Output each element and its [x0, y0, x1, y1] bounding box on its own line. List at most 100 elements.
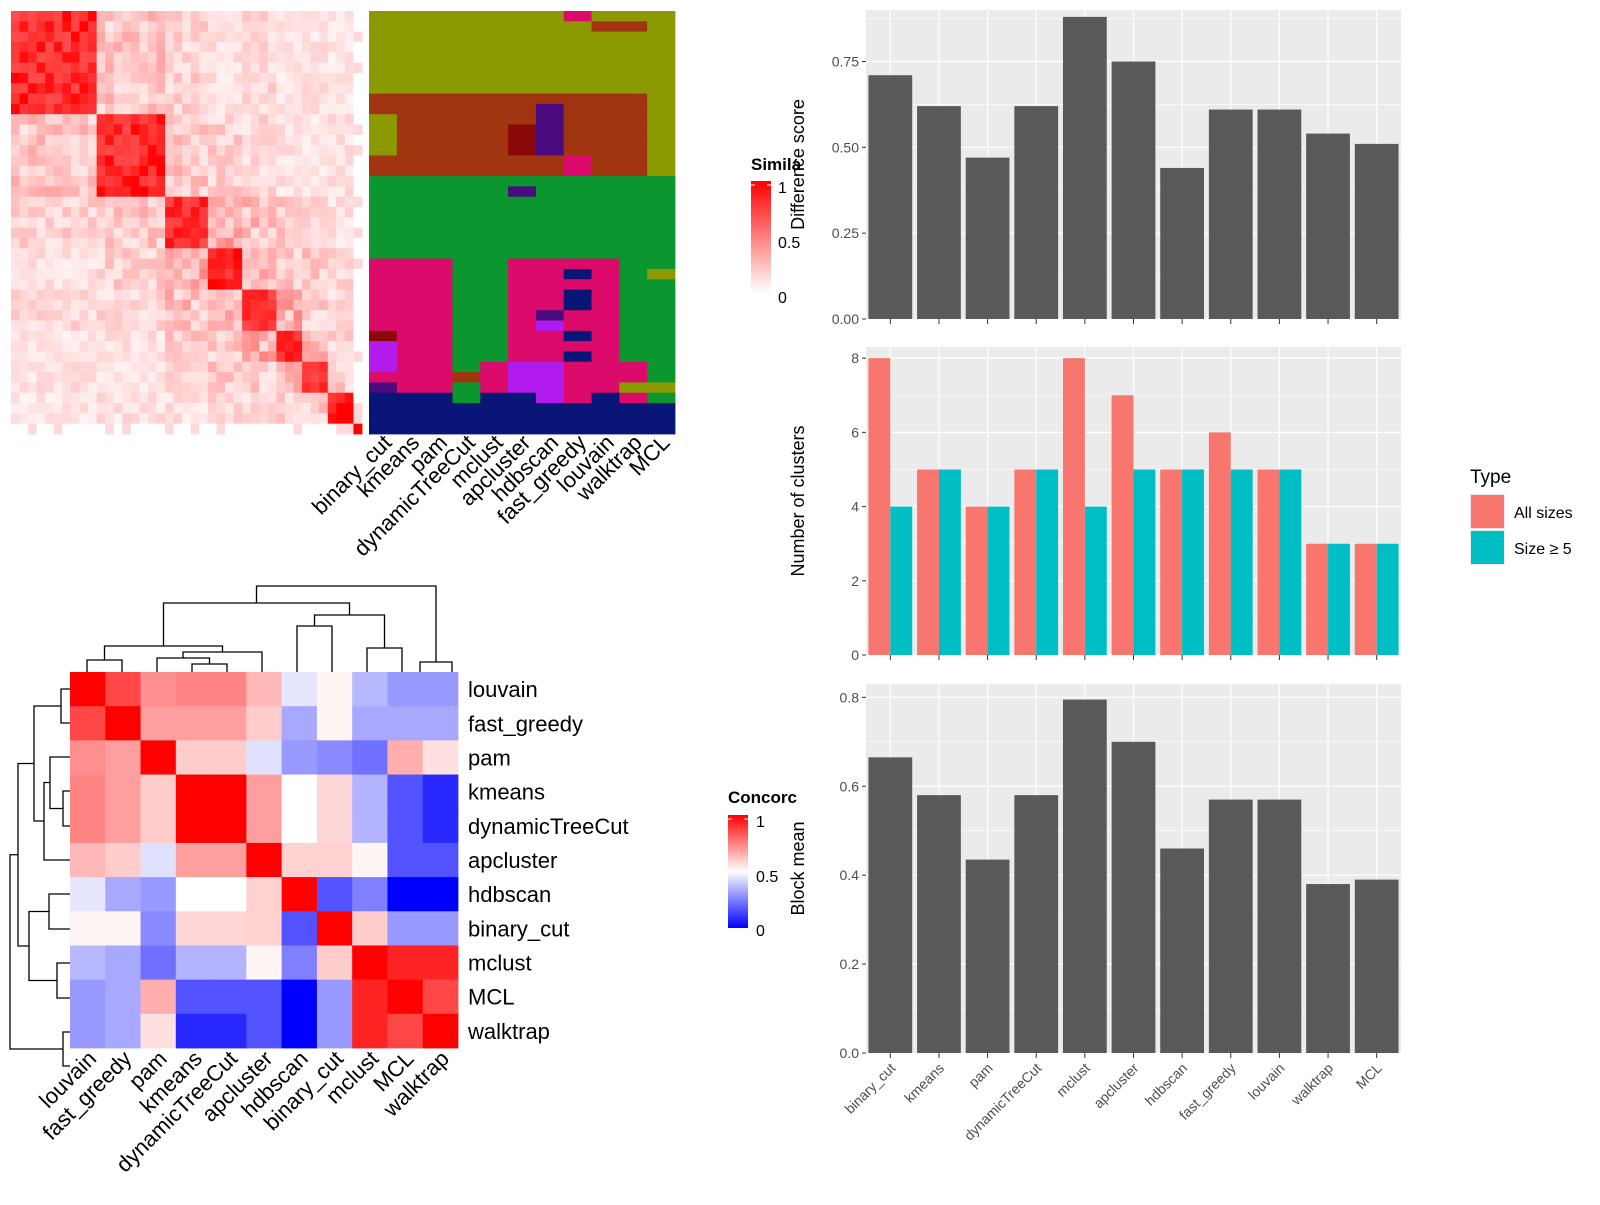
concordance-cell: [316, 877, 353, 912]
concordance-column-dendrogram: [86, 585, 453, 672]
concordance-cell: [352, 774, 388, 810]
concordance-cell: [281, 706, 318, 741]
bar-hdbscan-size-ge5: [1182, 469, 1205, 655]
y-tick-label: 0.2: [840, 956, 860, 972]
y-tick-label: 0.4: [840, 867, 860, 883]
concordance-cell: [70, 672, 106, 707]
concordance-cell: [387, 877, 424, 912]
concordance-row-label: dynamicTreeCut: [468, 814, 629, 839]
concordance-cell: [422, 740, 459, 775]
concordance-cell: [70, 774, 106, 810]
concordance-cell: [105, 1013, 141, 1049]
y-tick-label: 6: [851, 424, 859, 440]
concordance-cell: [175, 808, 212, 844]
bar-mclust: [1062, 699, 1107, 1053]
concordance-row-label: kmeans: [468, 780, 545, 805]
concordance-cell: [211, 911, 247, 946]
concordance-cell: [70, 740, 106, 775]
concordance-cell: [175, 877, 212, 912]
type-legend-title: Type: [1470, 467, 1511, 488]
concordance-cell: [316, 911, 353, 946]
concordance-cell: [70, 706, 106, 741]
concordance-cell: [70, 911, 106, 946]
cluster-membership-panel: [369, 11, 676, 435]
bar-MCL: [1354, 143, 1399, 319]
concordance-cell: [387, 672, 424, 707]
concordance-cell: [352, 808, 388, 844]
legend-swatch-all-sizes: [1471, 495, 1504, 528]
y-tick-label: 4: [851, 499, 859, 515]
type-legend: Type All sizes Size ≥ 5: [1470, 467, 1573, 565]
bar-louvain: [1257, 109, 1302, 319]
bar-mclust-size-ge5: [1084, 506, 1107, 655]
y-tick-label: 8: [851, 350, 859, 366]
concordance-cell: [246, 911, 283, 946]
y-tick-label: 0.25: [832, 225, 859, 241]
concordance-cell: [281, 911, 318, 946]
concordance-cell: [70, 979, 106, 1015]
x-tick-label: mclust: [1053, 1060, 1093, 1100]
concordance-cell: [70, 877, 106, 912]
concordance-cell: [352, 706, 388, 741]
concordance-cell: [316, 672, 353, 707]
y-tick-label: 0.00: [832, 311, 859, 327]
y-tick-label: 0.50: [832, 139, 859, 155]
concordance-cell: [281, 877, 318, 912]
concordance-cell: [387, 1013, 424, 1049]
bar-pam: [965, 157, 1010, 319]
concordance-cell: [422, 706, 459, 741]
concordance-cell: [140, 740, 177, 775]
bar-walktrap: [1306, 884, 1350, 1053]
concordance-cell: [387, 706, 424, 741]
similarity-legend-title: Simila: [751, 155, 802, 174]
bar-pam-all-sizes: [965, 506, 988, 655]
bar-fast_greedy-all-sizes: [1208, 432, 1231, 655]
concordance-cell: [140, 1013, 177, 1049]
concordance-cell: [211, 672, 247, 707]
y-tick-label: 0: [851, 647, 859, 663]
x-tick-label: louvain: [1245, 1060, 1288, 1103]
concordance-cell: [211, 945, 247, 981]
concordance-cell: [246, 1013, 283, 1049]
y-axis-title: Block mean: [788, 821, 808, 915]
concordance-cell: [211, 706, 247, 741]
concordance-cell: [422, 842, 459, 878]
concordance-row-label: hdbscan: [468, 882, 551, 907]
concordance-cell: [211, 1013, 247, 1049]
x-tick-label: hdbscan: [1142, 1060, 1191, 1109]
concordance-row-label: apcluster: [468, 848, 557, 873]
concordance-cell: [175, 774, 212, 810]
x-tick-label: walktrap: [1287, 1060, 1336, 1109]
bar-binary_cut: [868, 757, 913, 1053]
legend-label-all-sizes: All sizes: [1514, 505, 1573, 522]
concordance-cell: [246, 842, 283, 878]
concordance-cell: [281, 842, 318, 878]
concordance-cell: [105, 706, 141, 741]
bar-mclust: [1062, 16, 1107, 319]
concordance-cell: [387, 740, 424, 775]
bar-walktrap-size-ge5: [1328, 543, 1350, 655]
concordance-row-label: binary_cut: [468, 916, 570, 941]
concordance-cell: [105, 808, 141, 844]
y-tick-label: 0.6: [840, 778, 860, 794]
concordance-cell: [352, 672, 388, 707]
bar-hdbscan: [1160, 167, 1205, 319]
concordance-cell: [387, 842, 424, 878]
concordance-cell: [387, 774, 424, 810]
concordance-cell: [352, 842, 388, 878]
concordance-cell: [246, 877, 283, 912]
similarity-column-labels: binary_cutkmeanspamdynamicTreeCutmclusta…: [307, 430, 675, 561]
concordance-cell: [422, 672, 459, 707]
concordance-cell: [175, 979, 212, 1015]
concordance-row-label: pam: [468, 746, 511, 771]
bar-dynamicTreeCut: [1014, 795, 1059, 1053]
concordance-cell: [105, 877, 141, 912]
x-tick-label: apcluster: [1090, 1060, 1142, 1112]
concordance-cell: [246, 808, 283, 844]
concordance-cell: [281, 740, 318, 775]
concordance-cell: [105, 979, 141, 1015]
bar-binary_cut: [868, 75, 913, 319]
concordance-cell: [246, 979, 283, 1015]
bar-binary_cut-all-sizes: [868, 358, 891, 655]
bar-MCL: [1354, 879, 1399, 1053]
